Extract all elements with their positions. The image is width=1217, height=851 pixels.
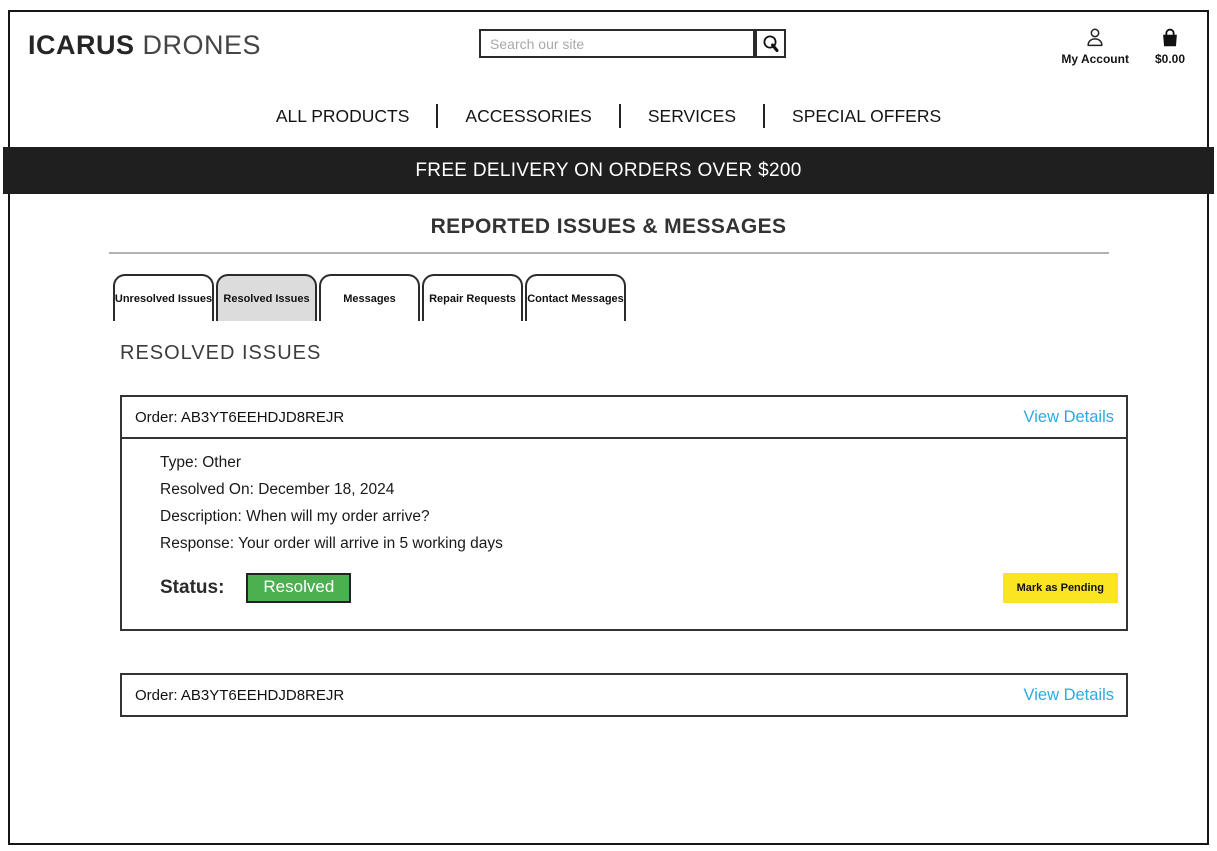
title-divider bbox=[108, 252, 1109, 254]
status-label: Status: bbox=[160, 577, 225, 598]
promo-banner: FREE DELIVERY ON ORDERS OVER $200 bbox=[3, 147, 1214, 194]
tab-bar: Unresolved Issues Resolved Issues Messag… bbox=[113, 274, 1128, 321]
logo-light-part: DRONES bbox=[142, 30, 262, 60]
issue-response: Response: Your order will arrive in 5 wo… bbox=[160, 535, 503, 552]
issue-card-header: Order: AB3YT6EEHDJD8REJR View Details bbox=[122, 675, 1126, 715]
status-row: Status: Resolved Mark as Pending bbox=[160, 573, 1118, 603]
tab-messages[interactable]: Messages bbox=[319, 274, 420, 321]
person-icon bbox=[1084, 27, 1106, 49]
issue-type: Type: Other bbox=[160, 454, 241, 471]
status-badge: Resolved bbox=[246, 573, 352, 603]
logo-bold-part: ICARUS bbox=[28, 30, 135, 60]
magnifier-icon bbox=[761, 34, 780, 53]
tab-unresolved-issues[interactable]: Unresolved Issues bbox=[113, 274, 214, 321]
account-cart-area: My Account $0.00 bbox=[1061, 27, 1185, 66]
issue-description: Description: When will my order arrive? bbox=[160, 508, 430, 525]
issue-card-header: Order: AB3YT6EEHDJD8REJR View Details bbox=[122, 397, 1126, 439]
search-input[interactable] bbox=[479, 29, 756, 58]
nav-separator bbox=[763, 104, 766, 128]
issue-card: Order: AB3YT6EEHDJD8REJR View Details bbox=[120, 673, 1128, 717]
view-details-link[interactable]: View Details bbox=[1023, 685, 1114, 704]
tab-contact-messages[interactable]: Contact Messages bbox=[525, 274, 626, 321]
tab-resolved-issues[interactable]: Resolved Issues bbox=[216, 274, 317, 321]
tab-repair-requests[interactable]: Repair Requests bbox=[422, 274, 523, 321]
view-details-link[interactable]: View Details bbox=[1023, 407, 1114, 426]
page-title: REPORTED ISSUES & MESSAGES bbox=[430, 215, 787, 238]
nav-separator bbox=[436, 104, 439, 128]
site-logo[interactable]: ICARUS DRONES bbox=[28, 30, 261, 61]
order-id: Order: AB3YT6EEHDJD8REJR bbox=[135, 408, 345, 426]
shopping-bag-icon bbox=[1159, 27, 1181, 49]
nav-item-accessories[interactable]: ACCESSORIES bbox=[465, 105, 592, 126]
main-content: Unresolved Issues Resolved Issues Messag… bbox=[113, 274, 1128, 717]
my-account-label: My Account bbox=[1061, 52, 1129, 66]
my-account[interactable]: My Account bbox=[1061, 27, 1129, 66]
cart[interactable]: $0.00 bbox=[1155, 27, 1185, 66]
issue-card-body: Type: Other Resolved On: December 18, 20… bbox=[122, 439, 1126, 629]
issue-resolved-on: Resolved On: December 18, 2024 bbox=[160, 481, 395, 498]
page-frame: ICARUS DRONES bbox=[3, 10, 1214, 845]
section-heading: RESOLVED ISSUES bbox=[120, 342, 322, 364]
nav-item-all-products[interactable]: ALL PRODUCTS bbox=[275, 105, 410, 126]
cart-total: $0.00 bbox=[1154, 52, 1185, 66]
nav-item-special-offers[interactable]: SPECIAL OFFERS bbox=[792, 105, 942, 126]
nav-item-services[interactable]: SERVICES bbox=[647, 105, 737, 126]
top-bar: ICARUS DRONES bbox=[10, 12, 1207, 96]
order-id: Order: AB3YT6EEHDJD8REJR bbox=[135, 686, 345, 704]
site-search bbox=[479, 29, 787, 58]
issue-card: Order: AB3YT6EEHDJD8REJR View Details Ty… bbox=[120, 395, 1128, 631]
mark-as-pending-button[interactable]: Mark as Pending bbox=[1002, 573, 1118, 603]
nav-separator bbox=[618, 104, 621, 128]
main-nav: ALL PRODUCTS ACCESSORIES SERVICES SPECIA… bbox=[10, 96, 1207, 143]
search-button[interactable] bbox=[755, 29, 787, 58]
